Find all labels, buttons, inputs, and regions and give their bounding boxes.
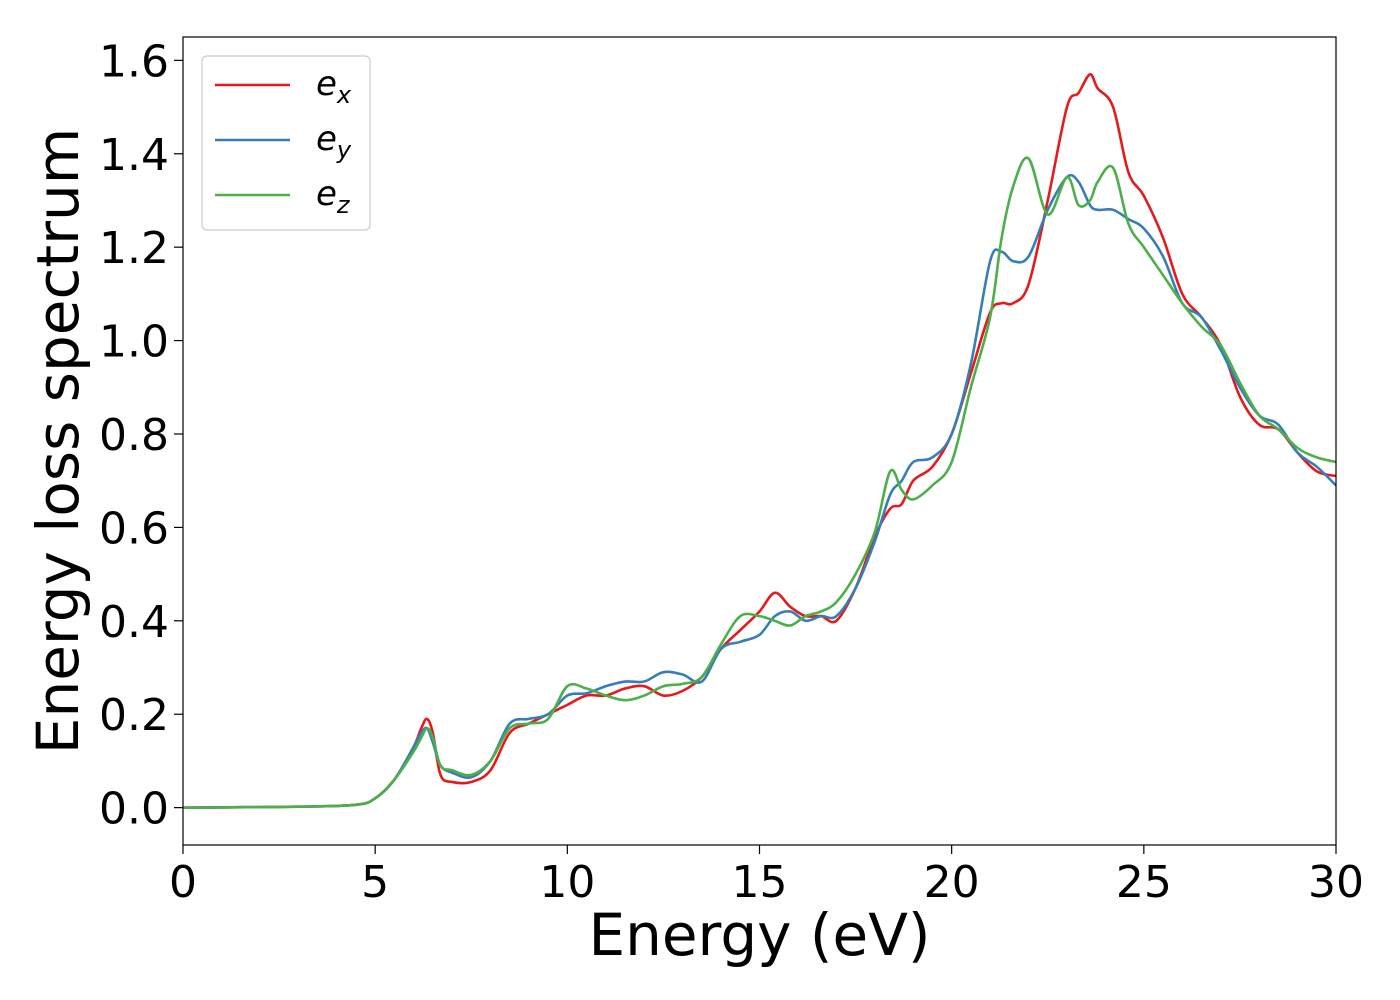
y-tick-label: 0.4 xyxy=(99,597,169,648)
x-axis-title: Energy (eV) xyxy=(588,901,930,969)
x-tick-label: 25 xyxy=(1116,857,1172,908)
x-tick-label: 10 xyxy=(539,857,595,908)
y-tick-label: 1.4 xyxy=(99,130,169,181)
y-axis-title: Energy loss spectrum xyxy=(24,128,92,754)
x-tick-label: 15 xyxy=(732,857,788,908)
y-tick-label: 0.6 xyxy=(99,503,169,554)
y-tick-label: 0.2 xyxy=(99,690,169,741)
x-tick-label: 0 xyxy=(169,857,197,908)
series-line-y xyxy=(183,173,1336,809)
series-layer xyxy=(183,73,1336,809)
y-tick-label: 1.2 xyxy=(99,223,169,274)
y-axis: 0.0 0.2 0.4 0.6 0.8 1.0 1.2 1.4 1.6 xyxy=(99,36,183,835)
x-tick-label: 30 xyxy=(1308,857,1364,908)
legend-label-z: ez xyxy=(316,174,351,219)
series-line-x xyxy=(183,73,1336,809)
y-tick-label: 0.0 xyxy=(99,784,169,835)
x-axis: 0 5 10 15 20 25 30 xyxy=(169,845,1364,908)
legend: ex ey ez xyxy=(201,55,371,231)
x-tick-label: 20 xyxy=(924,857,980,908)
legend-label-y: ey xyxy=(316,119,352,164)
y-tick-label: 1.6 xyxy=(99,36,169,87)
x-tick-label: 5 xyxy=(361,857,389,908)
series-line-z xyxy=(183,156,1336,809)
legend-label-x: ex xyxy=(316,64,352,109)
y-tick-label: 1.0 xyxy=(99,317,169,368)
y-tick-label: 0.8 xyxy=(99,410,169,461)
legend-box xyxy=(201,55,371,231)
